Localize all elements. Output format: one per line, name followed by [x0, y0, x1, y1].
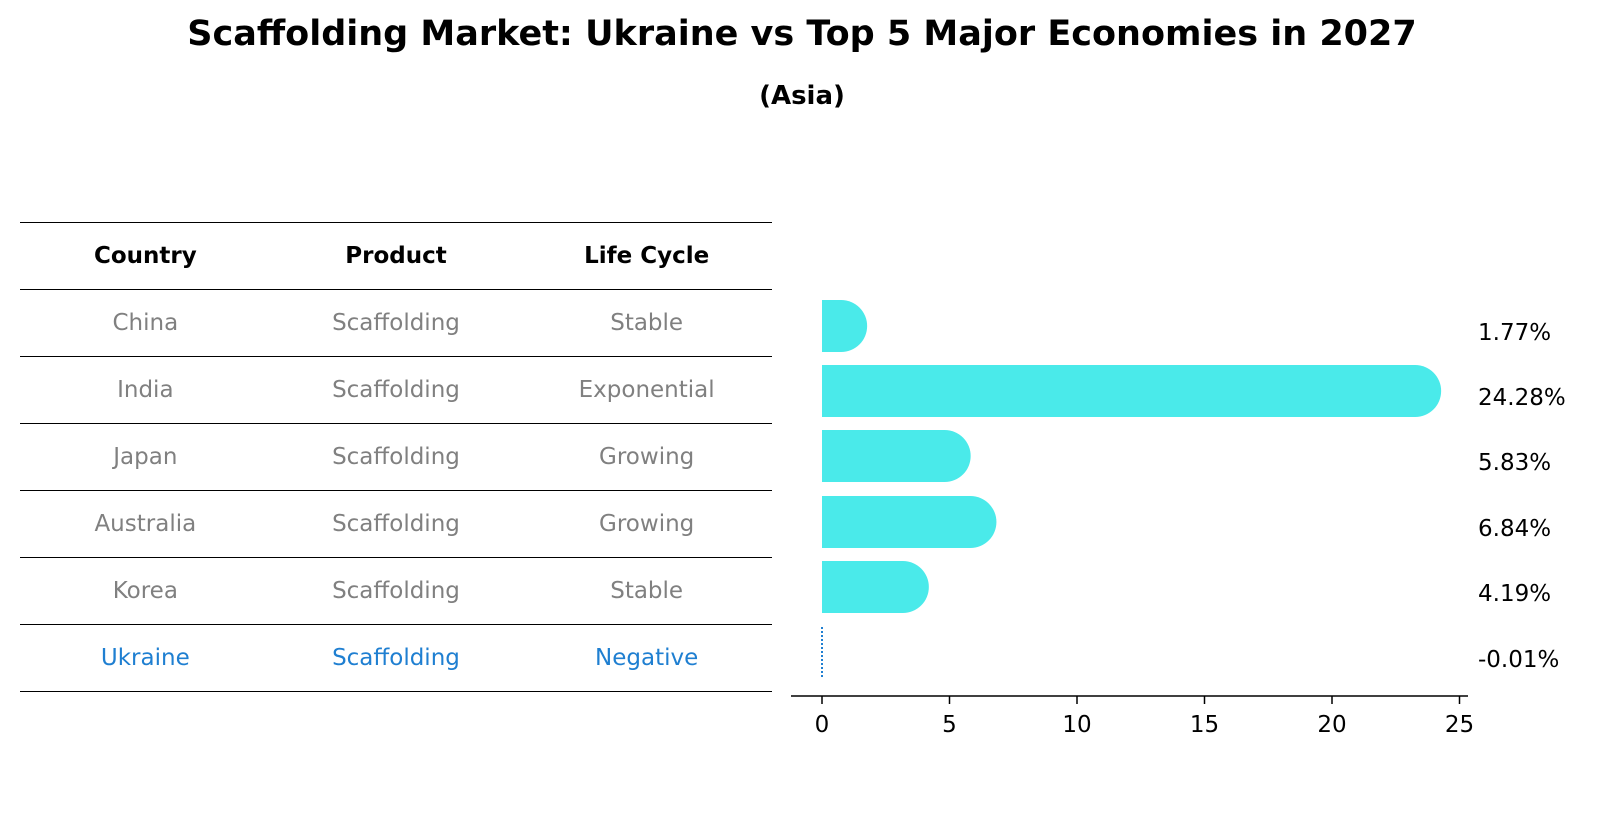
cell-country: India [20, 356, 271, 424]
value-label-ukraine: -0.01% [1478, 647, 1559, 673]
chart-subtitle: (Asia) [759, 81, 845, 111]
x-tick-label: 25 [1445, 712, 1474, 738]
header-product: Product [270, 222, 522, 290]
cell-product: Scaffolding [270, 356, 522, 424]
table-row: India Scaffolding Exponential [20, 356, 772, 424]
table-row: Australia Scaffolding Growing [20, 490, 772, 558]
x-tick-label: 20 [1317, 712, 1346, 738]
value-label-japan: 5.83% [1478, 450, 1551, 476]
value-label-australia: 6.84% [1478, 516, 1551, 542]
table-row: China Scaffolding Stable [20, 289, 772, 357]
cell-country: China [20, 289, 271, 357]
cell-life-cycle: Stable [521, 557, 772, 625]
bar-india [822, 365, 1442, 417]
cell-life-cycle: Negative [521, 624, 772, 692]
x-tick-label: 0 [815, 712, 830, 738]
bar-japan [822, 430, 971, 482]
country-table: Country Product Life Cycle China Scaffol… [20, 222, 772, 692]
x-tick-label: 10 [1062, 712, 1091, 738]
header-life-cycle: Life Cycle [521, 222, 772, 290]
table-row: Korea Scaffolding Stable [20, 557, 772, 625]
x-tick-label: 15 [1190, 712, 1219, 738]
cell-life-cycle: Stable [521, 289, 772, 357]
cell-country: Australia [20, 490, 271, 558]
table-row: Japan Scaffolding Growing [20, 423, 772, 491]
value-label-china: 1.77% [1478, 320, 1551, 346]
cell-product: Scaffolding [270, 624, 522, 692]
cell-product: Scaffolding [270, 423, 522, 491]
value-label-india: 24.28% [1478, 385, 1566, 411]
cell-country: Ukraine [20, 624, 271, 692]
table-row-highlighted: Ukraine Scaffolding Negative [20, 624, 772, 692]
cell-product: Scaffolding [270, 289, 522, 357]
cell-life-cycle: Exponential [521, 356, 772, 424]
chart-title: Scaffolding Market: Ukraine vs Top 5 Maj… [187, 14, 1417, 54]
cell-product: Scaffolding [270, 557, 522, 625]
bar-australia [822, 496, 997, 548]
bar-korea [822, 561, 929, 613]
bar-china [822, 300, 868, 352]
cell-country: Japan [20, 423, 271, 491]
x-tick-label: 5 [942, 712, 957, 738]
cell-product: Scaffolding [270, 490, 522, 558]
cell-country: Korea [20, 557, 271, 625]
table-header-row: Country Product Life Cycle [20, 222, 772, 290]
cell-life-cycle: Growing [521, 490, 772, 558]
cell-life-cycle: Growing [521, 423, 772, 491]
value-label-korea: 4.19% [1478, 581, 1551, 607]
header-country: Country [20, 222, 271, 290]
